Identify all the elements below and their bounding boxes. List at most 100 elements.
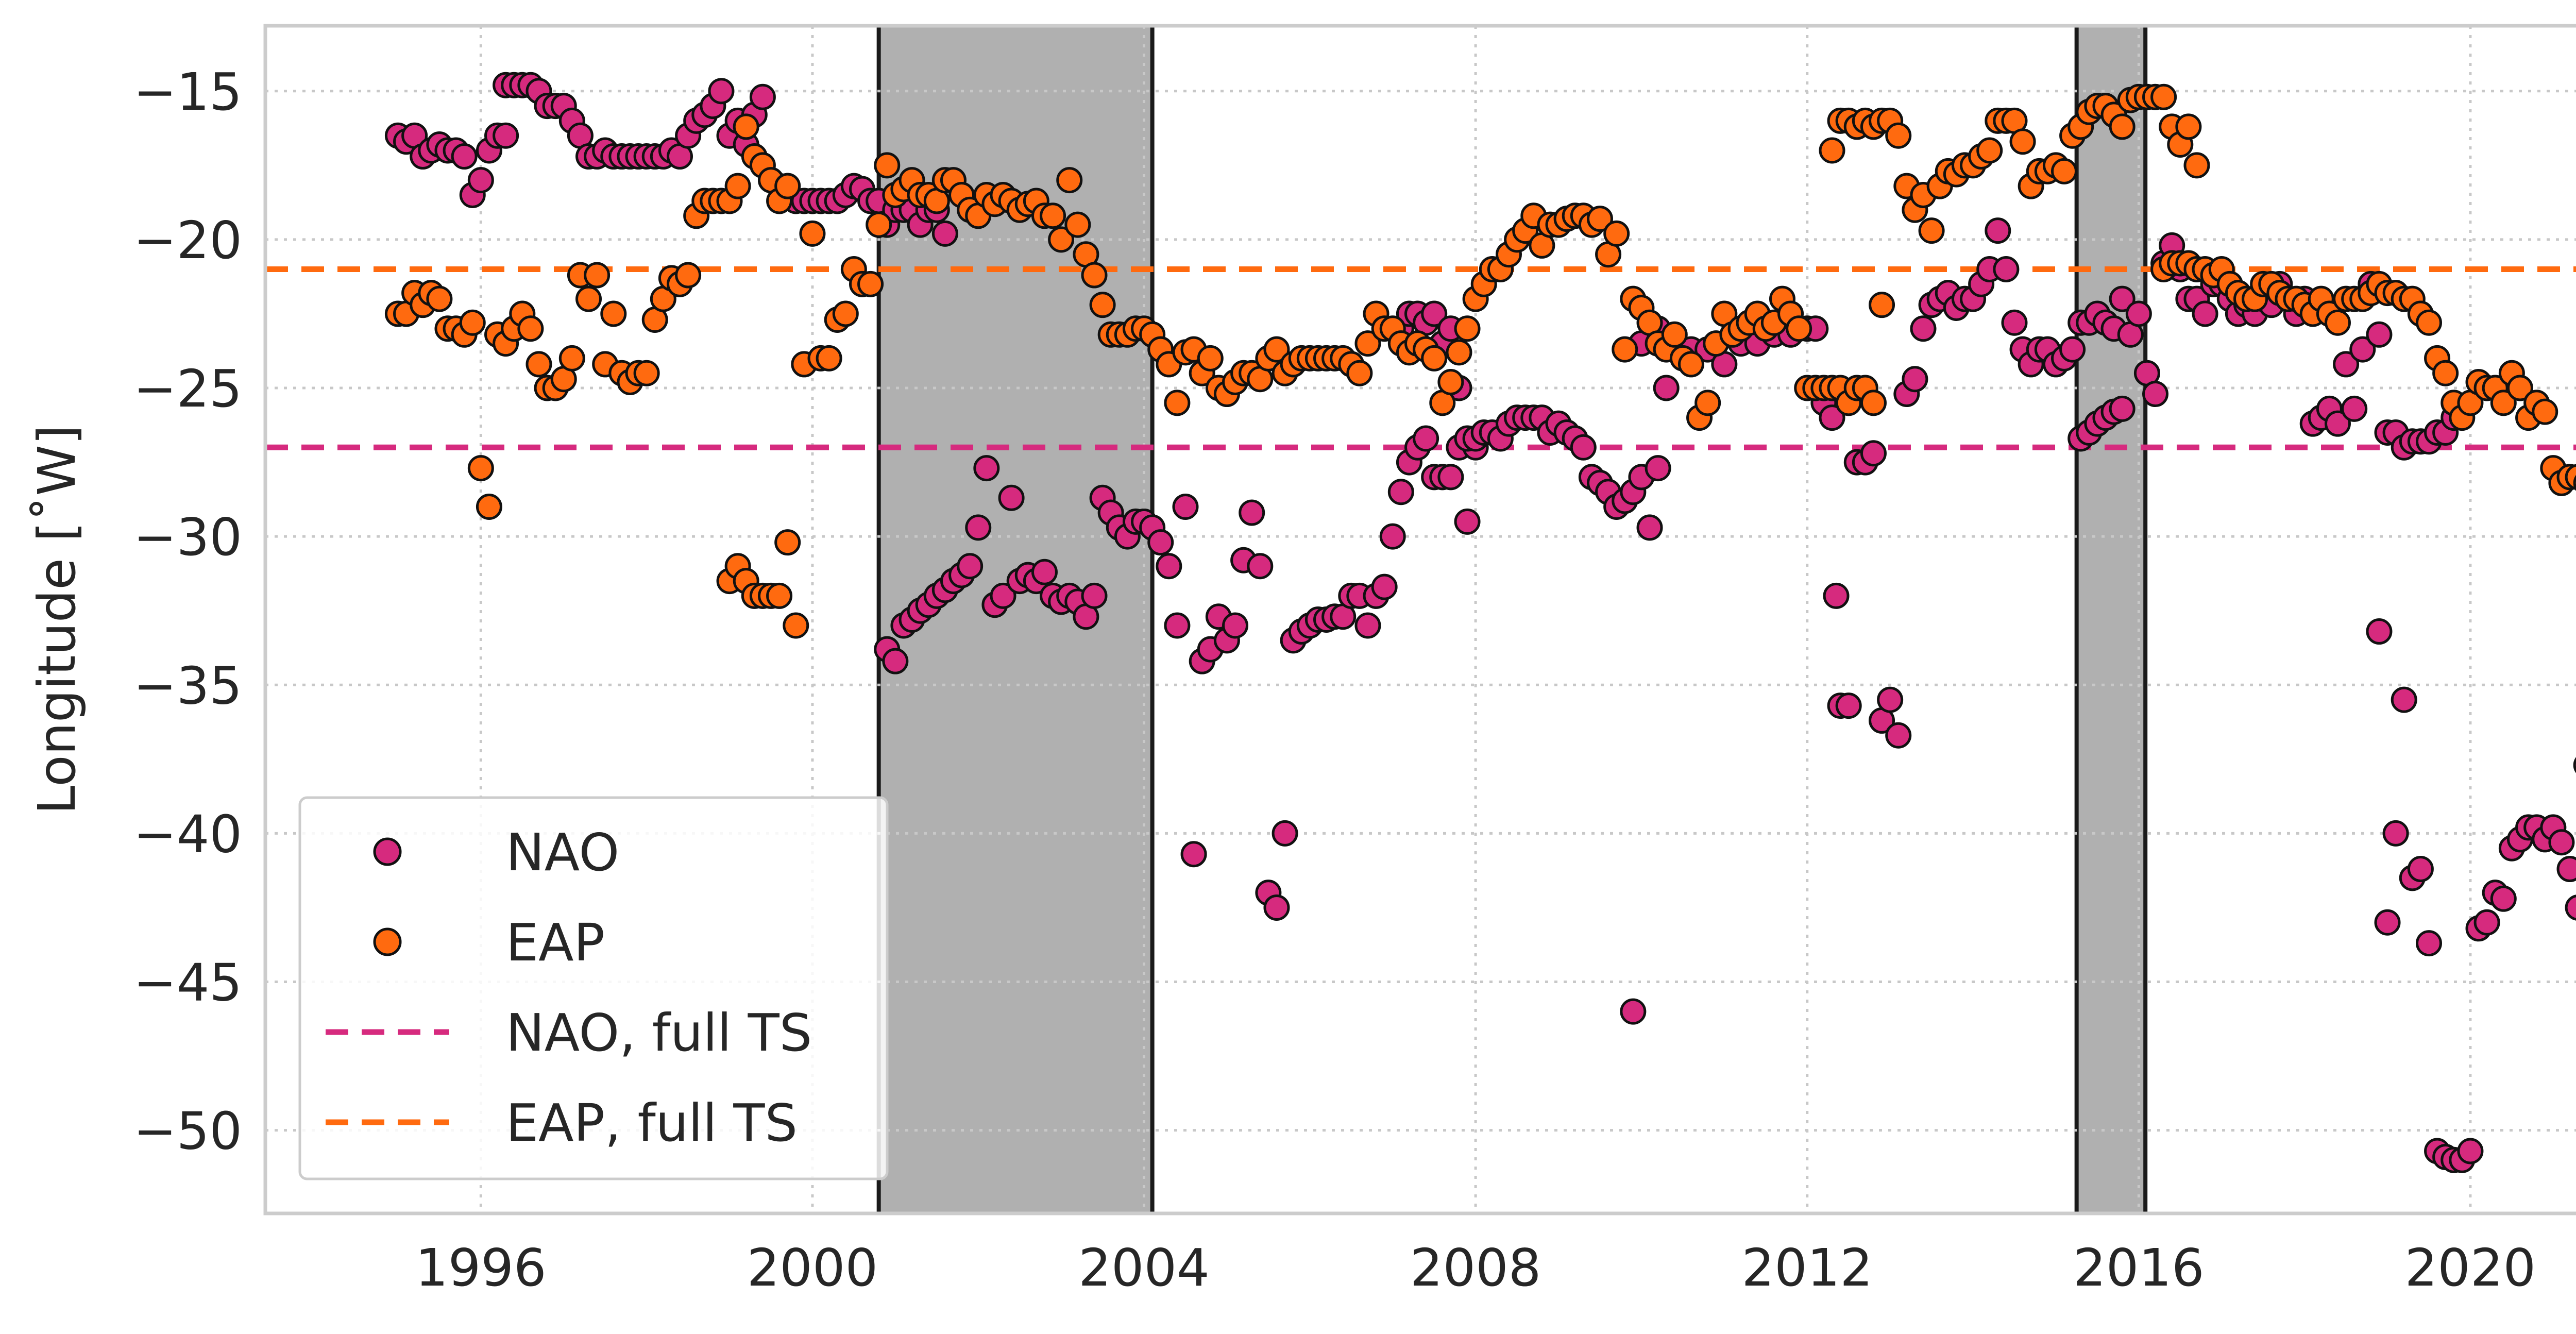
- nao-point: [2324, 410, 2351, 437]
- y-tick-label: −50: [133, 1101, 242, 1161]
- nao-point: [2556, 856, 2576, 883]
- x-tick-label: 2008: [1410, 1238, 1541, 1298]
- eap-point: [2009, 128, 2036, 155]
- nao-point: [2565, 894, 2576, 921]
- eap-point: [1860, 390, 1887, 416]
- nao-point: [2125, 300, 2152, 327]
- nao-point: [2391, 686, 2417, 713]
- eap-point: [1263, 336, 1290, 363]
- nao-point: [1653, 375, 1680, 401]
- eap-point: [799, 220, 826, 247]
- eap-point: [1819, 137, 1845, 164]
- eap-point: [733, 113, 759, 140]
- eap-point: [2506, 375, 2533, 401]
- eap-point: [2324, 309, 2351, 336]
- eap-point: [1612, 336, 1638, 363]
- nao-point: [1172, 494, 1199, 520]
- data-points: [384, 72, 2576, 1173]
- legend-label-eap-full-ts: EAP, full TS: [506, 1093, 798, 1153]
- x-tick-label: 1996: [415, 1238, 547, 1298]
- eap-point: [1197, 345, 1224, 372]
- eap-point: [2573, 475, 2576, 491]
- eap-point: [1869, 292, 1895, 318]
- nao-point: [1222, 612, 1249, 639]
- y-tick-label: −20: [133, 210, 242, 271]
- eap-point: [1918, 217, 1945, 244]
- legend-label-nao: NAO: [506, 822, 619, 883]
- eap-point: [816, 345, 842, 372]
- nao-point: [1031, 559, 1058, 585]
- eap-point: [675, 262, 702, 289]
- x-tick-label: 2020: [2405, 1238, 2536, 1298]
- eap-point: [874, 152, 901, 179]
- legend: NAO EAP NAO, full TS EAP, full TS: [298, 796, 889, 1180]
- eap-point: [526, 351, 552, 378]
- shaded-period-2: [2076, 26, 2146, 1213]
- x-tick-label: 2004: [1078, 1238, 1210, 1298]
- nao-point: [1985, 217, 2011, 244]
- y-tick-label: −35: [133, 655, 242, 716]
- y-tick-label: −40: [133, 804, 242, 864]
- nao-point: [2374, 909, 2401, 936]
- eap-point: [1437, 369, 1464, 395]
- nao-point: [1081, 582, 1108, 609]
- y-tick-label: −15: [133, 62, 242, 122]
- eap-point: [426, 285, 453, 312]
- nao-point: [2109, 395, 2136, 422]
- eap-point: [724, 173, 751, 199]
- nao-point: [467, 167, 494, 194]
- nao-point: [1437, 464, 1464, 491]
- eap-point: [1056, 167, 1083, 194]
- eap-point: [2175, 113, 2202, 140]
- nao-point: [1413, 425, 1439, 452]
- nao-point: [2333, 351, 2360, 378]
- nao-point: [1164, 612, 1191, 639]
- nao-point: [2349, 336, 2376, 363]
- eap-point: [2109, 113, 2136, 140]
- nao-point: [708, 78, 735, 105]
- nao-point: [1454, 508, 1481, 535]
- nao-point: [1823, 582, 1850, 609]
- eap-point: [584, 262, 611, 289]
- eap-point: [1976, 137, 2003, 164]
- eap-point: [575, 285, 602, 312]
- nao-point: [965, 514, 992, 541]
- x-tick-label: 2012: [1741, 1238, 1873, 1298]
- nao-point: [1910, 315, 1937, 342]
- eap-point: [517, 315, 544, 342]
- eap-point: [783, 612, 809, 639]
- eap-point: [1677, 351, 1704, 378]
- eap-point: [467, 455, 494, 482]
- nao-point: [1819, 404, 1845, 431]
- nao-point: [2142, 381, 2169, 408]
- x-tick-labels: 1996 2000 2004 2008 2012 2016 2020: [415, 1238, 2536, 1298]
- legend-marker-eap: [373, 927, 402, 956]
- eap-point: [766, 582, 793, 609]
- nao-point: [1147, 529, 1174, 556]
- nao-point: [1387, 479, 1414, 505]
- eap-point: [1048, 226, 1075, 253]
- eap-point: [1040, 202, 1066, 229]
- plot-frame: [263, 24, 2576, 1215]
- eap-point: [1586, 206, 1613, 232]
- nao-point: [1239, 499, 1265, 526]
- eap-point: [558, 345, 585, 372]
- eap-point: [600, 300, 627, 327]
- nao-point: [931, 220, 958, 247]
- nao-point: [2573, 757, 2576, 773]
- y-tick-label: −30: [133, 507, 242, 567]
- eap-point: [1354, 330, 1381, 357]
- y-tick-label: −45: [133, 953, 242, 1013]
- nao-point: [2192, 300, 2218, 327]
- nao-point: [493, 122, 519, 149]
- nao-point: [998, 484, 1025, 511]
- nao-point: [2473, 909, 2500, 936]
- eap-point: [1164, 390, 1191, 416]
- nao-point: [1860, 440, 1887, 467]
- eap-point: [2432, 360, 2459, 386]
- eap-point: [832, 300, 859, 327]
- y-tick-label: −25: [133, 359, 242, 419]
- nao-point: [882, 648, 909, 674]
- nao-point: [1636, 514, 1663, 541]
- nao-point: [1272, 820, 1298, 847]
